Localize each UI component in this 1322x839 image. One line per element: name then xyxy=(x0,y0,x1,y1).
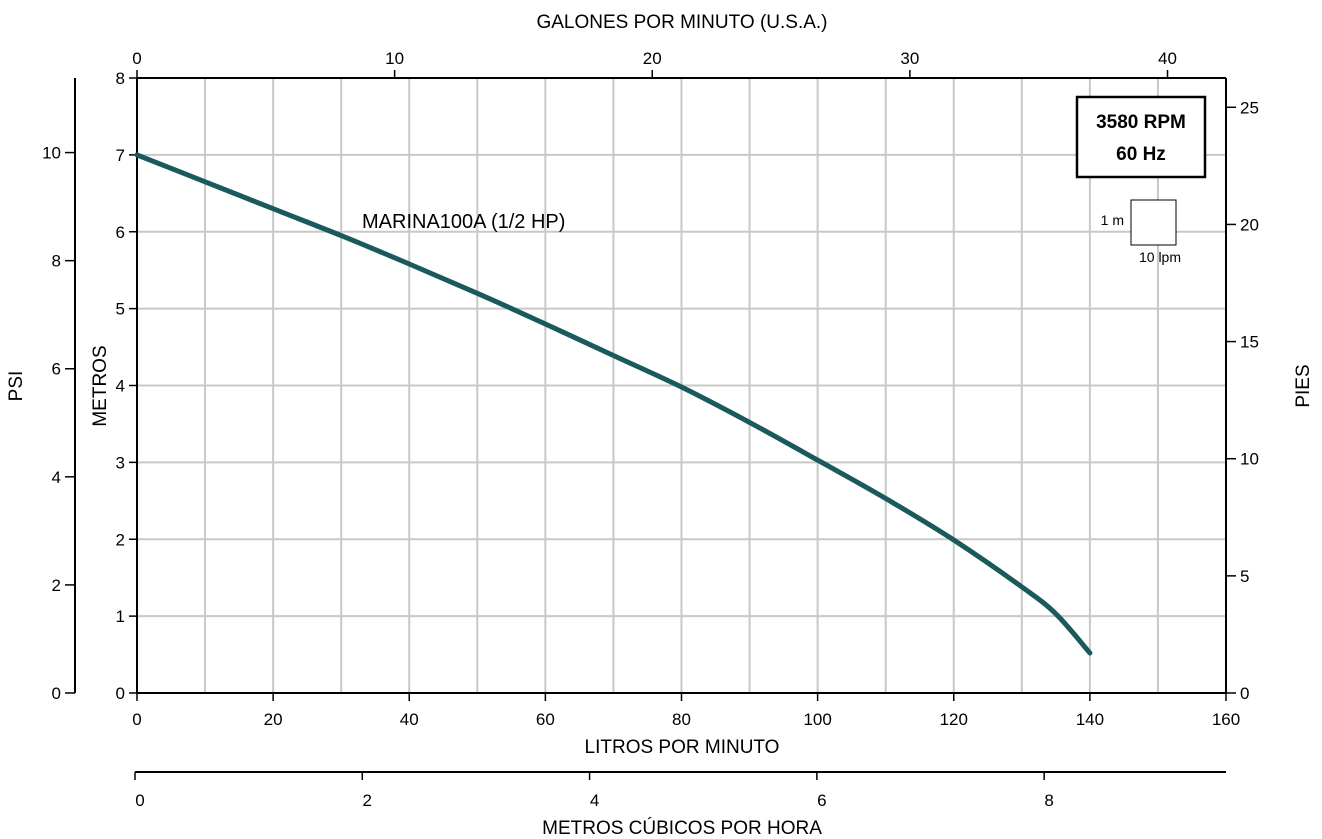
pies-tick-label: 15 xyxy=(1240,333,1259,352)
top-tick-label: 30 xyxy=(900,49,919,68)
top-tick-label: 10 xyxy=(385,49,404,68)
metros-tick-label: 7 xyxy=(116,146,125,165)
series-label: MARINA100A (1/2 HP) xyxy=(362,211,565,233)
bottom-tick-label: 0 xyxy=(132,710,141,729)
psi-tick-label: 8 xyxy=(52,252,61,271)
m3h-tick-label: 6 xyxy=(817,791,826,810)
hz-label: 60 Hz xyxy=(1116,144,1166,165)
bottom-tick-label: 60 xyxy=(536,710,555,729)
speed-box: 3580 RPM 60 Hz xyxy=(1075,95,1207,179)
pies-axis-title: PIES xyxy=(1293,364,1314,407)
series-layer xyxy=(134,152,1093,656)
bottom-axis-title: LITROS POR MINUTO xyxy=(585,737,780,758)
m3h-axis-title: METROS CÚBICOS POR HORA xyxy=(542,817,822,839)
metros-tick-label: 6 xyxy=(116,223,125,242)
psi-tick-label: 6 xyxy=(52,360,61,379)
bottom-tick-label: 120 xyxy=(940,710,968,729)
pies-tick-label: 0 xyxy=(1240,684,1249,703)
metros-tick-label: 8 xyxy=(116,69,125,88)
pies-tick-label: 20 xyxy=(1240,215,1259,234)
psi-tick-label: 2 xyxy=(52,576,61,595)
metros-tick-label: 1 xyxy=(116,607,125,626)
metros-tick-label: 2 xyxy=(116,530,125,549)
bottom-tick-label: 20 xyxy=(264,710,283,729)
metros-tick-label: 4 xyxy=(116,377,125,396)
grid xyxy=(137,78,1226,693)
pies-tick-label: 25 xyxy=(1240,98,1259,117)
metros-tick-label: 5 xyxy=(116,300,125,319)
scale-key-vertical-label: 1 m xyxy=(1101,212,1124,228)
metros-axis-title: METROS xyxy=(90,345,111,426)
bottom-tick-label: 80 xyxy=(672,710,691,729)
m3h-tick-label: 8 xyxy=(1044,791,1053,810)
pies-tick-label: 5 xyxy=(1240,567,1249,586)
m3h-tick-label: 0 xyxy=(135,791,144,810)
psi-tick-label: 10 xyxy=(42,144,61,163)
series-line xyxy=(134,152,1093,656)
axes xyxy=(74,77,1227,773)
metros-tick-label: 0 xyxy=(116,684,125,703)
top-tick-label: 40 xyxy=(1158,49,1177,68)
top-tick-label: 20 xyxy=(643,49,662,68)
psi-axis-title: PSI xyxy=(6,371,27,402)
scale-key: 1 m 10 lpm xyxy=(1101,199,1181,265)
rpm-label: 3580 RPM xyxy=(1096,112,1186,133)
pies-tick-label: 10 xyxy=(1240,450,1259,469)
bottom-tick-label: 100 xyxy=(803,710,831,729)
m3h-tick-label: 4 xyxy=(590,791,599,810)
bottom-tick-label: 140 xyxy=(1076,710,1104,729)
psi-tick-label: 4 xyxy=(52,468,61,487)
metros-tick-label: 3 xyxy=(116,453,125,472)
m3h-tick-label: 2 xyxy=(363,791,372,810)
top-axis-title: GALONES POR MINUTO (U.S.A.) xyxy=(536,12,827,33)
bottom-tick-label: 40 xyxy=(400,710,419,729)
top-tick-label: 0 xyxy=(132,49,141,68)
scale-key-horizontal-label: 10 lpm xyxy=(1139,249,1181,265)
psi-tick-label: 0 xyxy=(52,684,61,703)
bottom-tick-label: 160 xyxy=(1212,710,1240,729)
